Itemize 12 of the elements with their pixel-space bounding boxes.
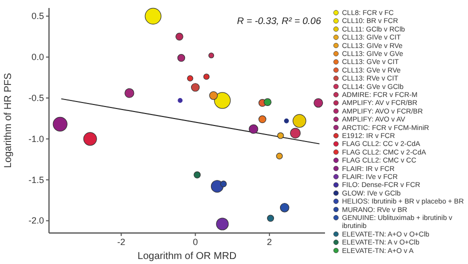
annotation: R = -0.33, R² = 0.06 [237,16,322,27]
y-tick-label: -2.0 [28,216,44,226]
x-tick-label: 0 [192,237,198,247]
y-tick-label: -1.0 [28,134,44,144]
y-tick-label: -0.5 [28,93,44,103]
x-tick-label: -2 [117,237,126,247]
y-tick-label: -1.5 [28,174,44,185]
y-axis-title: Logarithm of HR PFS [3,72,14,168]
y-tick-label: 0.0 [31,52,44,62]
x-axis-title: Logarithm of OR MRD [138,251,236,262]
x-tick-label: 2 [266,237,272,247]
y-tick-label: 0.5 [31,11,44,22]
